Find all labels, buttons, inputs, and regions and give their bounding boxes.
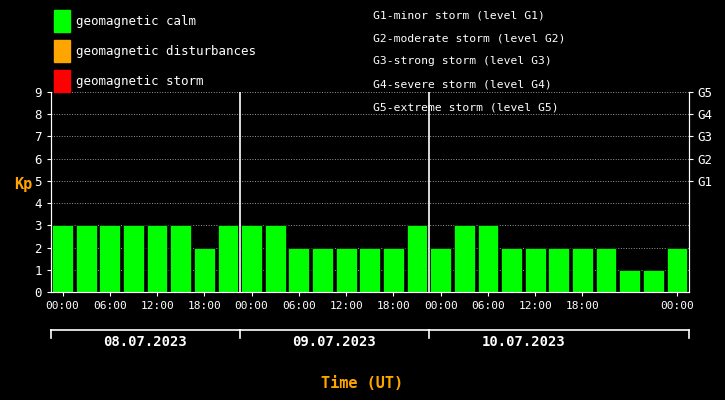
- Text: geomagnetic calm: geomagnetic calm: [76, 14, 196, 28]
- Bar: [383, 248, 404, 292]
- Bar: [619, 270, 640, 292]
- Bar: [218, 225, 239, 292]
- Text: G4-severe storm (level G4): G4-severe storm (level G4): [373, 80, 552, 90]
- Bar: [170, 225, 191, 292]
- Bar: [478, 225, 498, 292]
- Text: geomagnetic disturbances: geomagnetic disturbances: [76, 44, 256, 58]
- Bar: [194, 248, 215, 292]
- Bar: [454, 225, 475, 292]
- Text: G1-minor storm (level G1): G1-minor storm (level G1): [373, 10, 545, 20]
- Bar: [407, 225, 428, 292]
- Bar: [643, 270, 663, 292]
- Bar: [430, 248, 451, 292]
- Bar: [525, 248, 545, 292]
- Bar: [265, 225, 286, 292]
- Bar: [99, 225, 120, 292]
- Bar: [146, 225, 167, 292]
- Text: G2-moderate storm (level G2): G2-moderate storm (level G2): [373, 33, 566, 43]
- Bar: [52, 225, 73, 292]
- Text: 08.07.2023: 08.07.2023: [104, 335, 187, 349]
- Text: Time (UT): Time (UT): [321, 376, 404, 392]
- Text: geomagnetic storm: geomagnetic storm: [76, 74, 204, 88]
- Bar: [572, 248, 593, 292]
- Bar: [666, 248, 687, 292]
- Bar: [548, 248, 569, 292]
- Y-axis label: Kp: Kp: [14, 177, 32, 192]
- Bar: [596, 248, 616, 292]
- Bar: [312, 248, 333, 292]
- Bar: [360, 248, 380, 292]
- Text: 09.07.2023: 09.07.2023: [292, 335, 376, 349]
- Text: G5-extreme storm (level G5): G5-extreme storm (level G5): [373, 103, 559, 113]
- Bar: [241, 225, 262, 292]
- Bar: [123, 225, 144, 292]
- Bar: [289, 248, 310, 292]
- Text: 10.07.2023: 10.07.2023: [481, 335, 566, 349]
- Text: G3-strong storm (level G3): G3-strong storm (level G3): [373, 56, 552, 66]
- Bar: [501, 248, 522, 292]
- Bar: [336, 248, 357, 292]
- Bar: [76, 225, 96, 292]
